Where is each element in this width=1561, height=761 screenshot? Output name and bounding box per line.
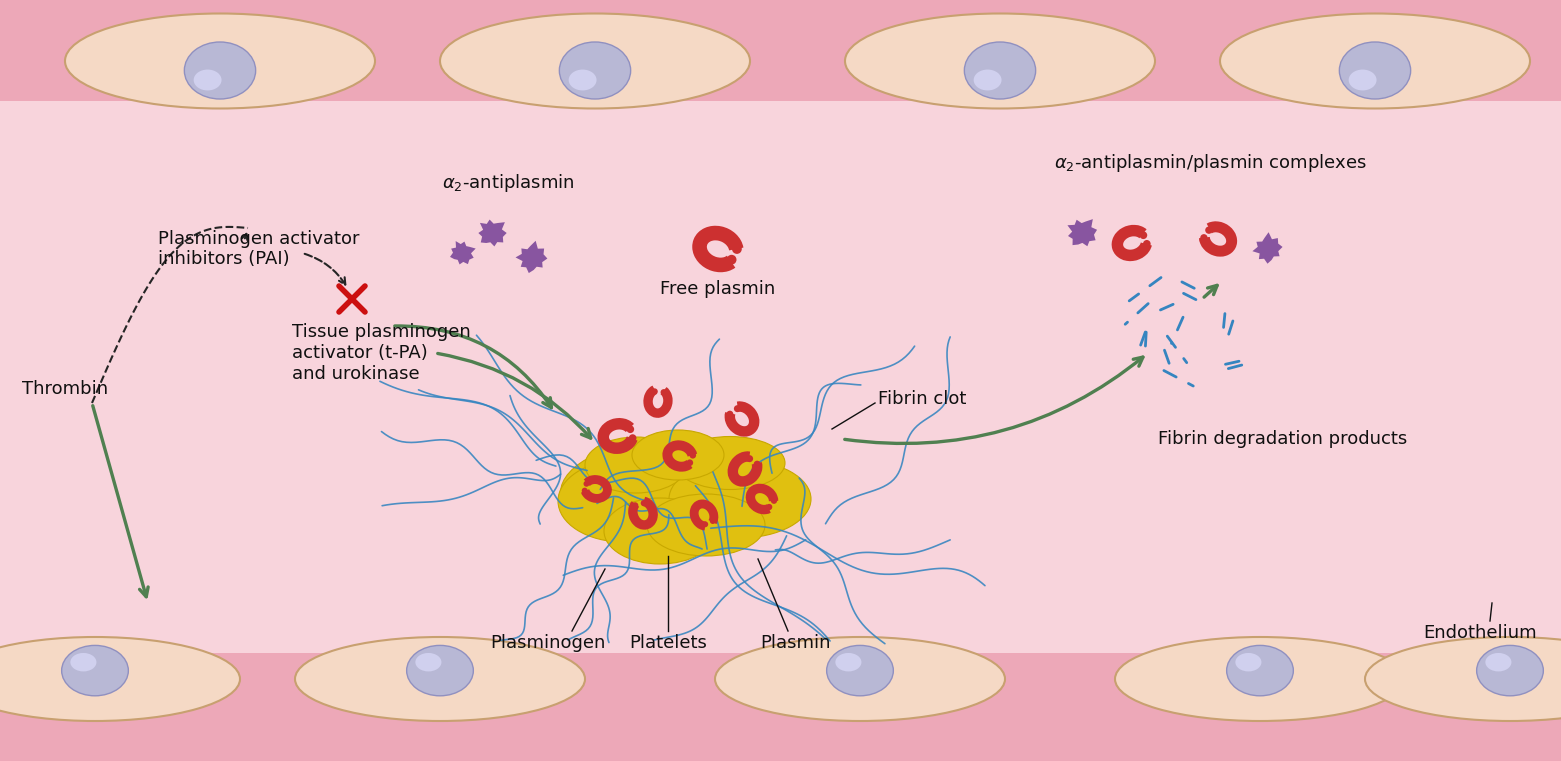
Text: Free plasmin: Free plasmin [660,280,776,298]
Ellipse shape [845,14,1155,109]
Bar [0,101,1561,653]
Ellipse shape [734,405,741,412]
Ellipse shape [710,518,716,524]
Ellipse shape [560,439,796,547]
Text: Platelets: Platelets [629,634,707,652]
Polygon shape [450,241,476,264]
Ellipse shape [702,521,709,527]
Text: Tissue plasminogen
activator (t-PA)
and urokinase: Tissue plasminogen activator (t-PA) and … [292,323,471,383]
Ellipse shape [585,437,687,493]
Ellipse shape [629,435,637,442]
Ellipse shape [557,460,688,542]
Ellipse shape [640,500,646,506]
Ellipse shape [1364,637,1561,721]
Ellipse shape [61,645,128,696]
Ellipse shape [1477,645,1544,696]
Ellipse shape [827,645,893,696]
Ellipse shape [690,452,696,459]
Ellipse shape [766,504,773,510]
Polygon shape [478,220,507,247]
Ellipse shape [660,389,667,396]
Ellipse shape [754,460,760,468]
Ellipse shape [415,653,442,671]
Ellipse shape [746,455,752,462]
Text: Plasminogen activator
inhibitors (PAI): Plasminogen activator inhibitors (PAI) [158,230,359,269]
Ellipse shape [771,498,777,504]
Ellipse shape [965,42,1035,99]
Ellipse shape [582,488,587,494]
Ellipse shape [732,244,741,254]
Ellipse shape [66,14,375,109]
Polygon shape [1252,232,1283,264]
Bar [0,653,1561,761]
Polygon shape [515,240,548,273]
Ellipse shape [1339,42,1411,99]
Ellipse shape [1349,69,1377,91]
Ellipse shape [632,430,724,480]
Text: Thrombin: Thrombin [22,380,108,398]
Ellipse shape [0,637,240,721]
Ellipse shape [1143,240,1150,247]
Ellipse shape [1227,645,1294,696]
Ellipse shape [715,637,1005,721]
Ellipse shape [559,42,631,99]
Text: Fibrin degradation products: Fibrin degradation products [1158,430,1408,448]
Ellipse shape [726,411,734,418]
Text: $\alpha_2$-antiplasmin/plasmin complexes: $\alpha_2$-antiplasmin/plasmin complexes [1054,152,1366,174]
Ellipse shape [651,388,657,395]
Ellipse shape [687,460,693,466]
Polygon shape [1068,219,1097,247]
Ellipse shape [1115,637,1405,721]
Ellipse shape [1140,231,1147,239]
Ellipse shape [440,14,749,109]
Ellipse shape [295,637,585,721]
Text: Endothelium: Endothelium [1424,624,1538,642]
Ellipse shape [1221,14,1530,109]
Text: Plasminogen: Plasminogen [490,634,606,652]
Text: $\alpha_2$-antiplasmin: $\alpha_2$-antiplasmin [442,172,574,194]
Text: Plasmin: Plasmin [760,634,832,652]
Ellipse shape [184,42,256,99]
Ellipse shape [1200,234,1208,241]
Ellipse shape [674,437,785,489]
Ellipse shape [70,653,97,671]
Ellipse shape [974,69,1002,91]
Ellipse shape [646,494,765,556]
Ellipse shape [1486,653,1511,671]
Ellipse shape [407,645,473,696]
Ellipse shape [604,498,716,564]
Ellipse shape [194,69,222,91]
Ellipse shape [568,69,596,91]
Ellipse shape [584,481,590,487]
Ellipse shape [1235,653,1261,671]
Text: Fibrin clot: Fibrin clot [877,390,966,408]
Ellipse shape [1205,227,1213,234]
Ellipse shape [670,460,812,538]
Ellipse shape [632,502,638,508]
Ellipse shape [626,425,634,433]
Ellipse shape [835,653,862,671]
Bar [0,0,1561,101]
Ellipse shape [727,255,737,265]
